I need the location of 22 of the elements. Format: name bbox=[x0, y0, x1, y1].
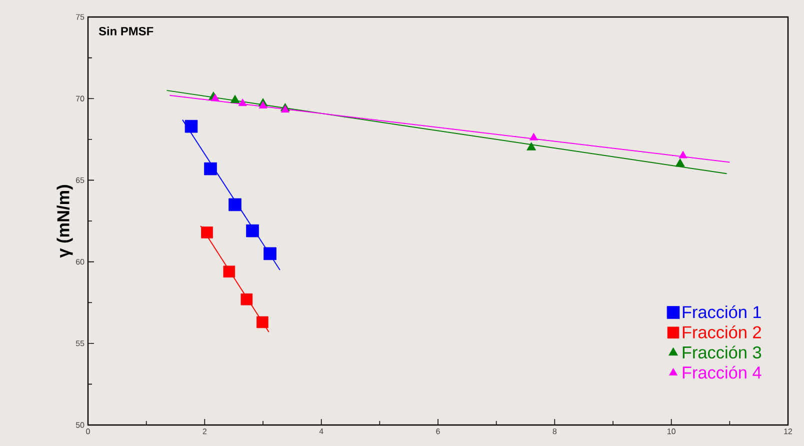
text: Sin PMSF bbox=[98, 26, 154, 36]
point bbox=[678, 150, 688, 158]
point bbox=[264, 247, 276, 260]
legend-label: Fracción 3 bbox=[682, 346, 762, 359]
point bbox=[256, 316, 268, 328]
legend-label: Fracción 1 bbox=[682, 305, 761, 318]
point bbox=[526, 142, 536, 150]
point bbox=[258, 101, 268, 108]
point bbox=[230, 94, 240, 104]
point bbox=[240, 293, 253, 306]
point bbox=[184, 120, 198, 133]
point bbox=[201, 226, 213, 238]
legend-label: Fracción 4 bbox=[682, 366, 762, 379]
point bbox=[223, 266, 236, 278]
point bbox=[228, 198, 242, 212]
y-axis-title: γ (mN/m) bbox=[56, 185, 73, 258]
point bbox=[675, 158, 685, 167]
point bbox=[238, 98, 247, 106]
point bbox=[529, 132, 538, 140]
point bbox=[204, 162, 217, 176]
legend-label: Fracción 2 bbox=[682, 326, 761, 338]
point bbox=[246, 224, 259, 238]
